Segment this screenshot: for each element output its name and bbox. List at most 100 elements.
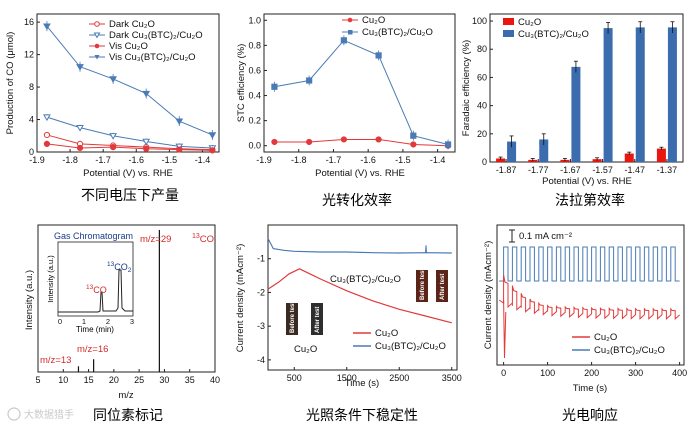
p3-legend-swatch-1 [503, 30, 514, 37]
p4-inset-trace [58, 269, 133, 313]
p4-xtick-label: 30 [159, 375, 169, 385]
p6-series-line-cu2o [498, 274, 680, 321]
caption-4: 同位素标记 [93, 408, 163, 424]
panel-isotope-labeling: 5 10 15 20 25 30 35 40 Intensity (a.u.) m/z m/z… [24, 224, 220, 424]
p3-legend-1: Cu₃(BTC)₂/Cu₂O [518, 29, 589, 40]
p6-x-ticks: 0 100 200 300 400 [501, 362, 687, 378]
p3-ytick-label: 100 [472, 16, 487, 26]
p5-photo-after: After test [311, 303, 323, 335]
p6-plot-frame [496, 224, 685, 366]
p1-point [209, 147, 216, 154]
p3-bar-cu2o [624, 153, 634, 162]
p2-point [375, 52, 382, 59]
p3-xtick-label: -1.47 [624, 165, 645, 175]
p4-inset-tick-1: 1 [82, 317, 86, 326]
p1-point [43, 114, 51, 122]
p3-legend-swatch-0 [503, 18, 514, 25]
panel-stc-efficiency: 0.00.20.40.60.81.0 -1.9 -1.8 -1.7 -1.6 -1.5-… [236, 13, 456, 209]
p1-series-line-0 [46, 134, 213, 151]
p5-plot-frame [267, 224, 458, 371]
p4-xtick-label: 40 [210, 375, 220, 385]
watermark-logo-icon [7, 407, 21, 421]
p4-ann-mz13: m/z=13 [40, 355, 71, 366]
p3-bar-composite [507, 141, 517, 162]
p4-inset-tick-0: 0 [58, 317, 62, 326]
p5-xtick-label: 500 [287, 373, 302, 383]
p3-bar-cu2o [656, 148, 666, 162]
p3-xtick-label: -1.37 [657, 165, 678, 175]
p3-ytick-label: 80 [477, 44, 487, 54]
p3-xtick-label: -1.57 [592, 165, 613, 175]
p1-legend-marker-0 [94, 21, 100, 27]
p1-y-ticks: 0 4 8 12 16 [24, 17, 40, 157]
p2-series-line-0 [274, 138, 449, 147]
p2-xtick-label: -1.7 [326, 155, 342, 165]
p1-point [142, 90, 151, 98]
p1-legend-1: Dark Cu₃(BTC)₂/Cu₂O [109, 30, 203, 41]
caption-3: 法拉第效率 [555, 192, 625, 209]
p2-point [340, 37, 347, 44]
p5-ytick-label: -1 [257, 254, 265, 264]
p3-legend-0: Cu₂O [518, 17, 541, 28]
p1-legend-marker-2 [94, 43, 100, 49]
p1-legend: Dark Cu₂O Dark Cu₃(BTC)₂/Cu₂O Vis Cu₂O V… [89, 19, 203, 63]
p3-ytick-label: 40 [477, 101, 487, 111]
p6-initial-spike [503, 299, 507, 359]
p4-inset-label-13co: 13CO [86, 284, 107, 295]
p2-xtick-label: -1.9 [256, 155, 272, 165]
p6-series-line-composite [499, 246, 680, 282]
p6-xlabel: Time (s) [573, 383, 607, 394]
p2-ylabel: STC efficiency (%) [236, 44, 247, 122]
p4-inset-title: Gas Chromatogram [54, 231, 133, 241]
p5-xtick-label: 2500 [389, 373, 409, 383]
p4-xtick-label: 20 [109, 375, 119, 385]
p1-point [142, 138, 151, 146]
p1-ytick-label: 8 [29, 82, 34, 92]
p1-point [208, 132, 217, 139]
caption-2: 光转化效率 [322, 192, 392, 209]
p2-point [271, 138, 278, 146]
p4-ylabel: Intensity (a.u.) [24, 270, 35, 330]
p1-point [76, 64, 84, 71]
caption-1: 不同电压下产量 [81, 188, 179, 204]
p3-xlabel: Potential (V) vs. RHE [542, 176, 632, 187]
p4-inset-ylabel: Intensity (a.u.) [46, 255, 55, 303]
panel-photoresponse: 0 100 200 300 400 0.1 mA cm⁻² Current densit… [483, 224, 687, 424]
p3-bar-composite [635, 27, 645, 163]
p4-inset-frame [57, 241, 134, 317]
p1-point [76, 124, 84, 132]
p6-xtick-label: 200 [584, 368, 599, 378]
p1-point [175, 118, 184, 126]
p3-xtick-label: -1.87 [496, 165, 517, 175]
p6-series [498, 246, 680, 359]
p3-bar-composite [539, 139, 549, 162]
p3-xtick-label: -1.77 [528, 165, 549, 175]
p1-ytick-label: 16 [24, 17, 34, 27]
p5-spike [425, 245, 428, 254]
p4-xtick-label: 15 [84, 375, 94, 385]
p3-bar-cu2o [592, 159, 602, 162]
p6-xtick-label: 0 [501, 368, 506, 378]
p1-xtick-label: -1.8 [62, 155, 78, 165]
p5-legend: Cu₂O Cu₃(BTC)₂/Cu₂O [353, 328, 446, 352]
p3-xtick-label: -1.67 [560, 165, 581, 175]
caption-6: 光电响应 [562, 407, 618, 424]
p3-y-ticks: 0 20 40 60 80 100 [472, 16, 493, 167]
p4-x-ticks: 5 10 15 20 25 30 35 40 [35, 369, 220, 385]
p2-legend-marker-0 [347, 17, 353, 23]
p3-ytick-label: 0 [482, 157, 487, 167]
p5-ytick-label: -2 [257, 287, 265, 297]
p2-series-line-1 [274, 39, 449, 145]
p1-legend-marker-3 [94, 55, 100, 60]
p1-legend-2: Vis Cu₂O [109, 41, 148, 52]
p3-ylabel: Faradaic efficiency (%) [461, 40, 472, 136]
p2-xlabel: Potential (V) vs. RHE [315, 168, 405, 179]
p1-point [176, 146, 183, 153]
p2-plot-frame [263, 13, 456, 153]
p5-xtick-label: 1500 [337, 373, 357, 383]
p5-series-line-1 [267, 238, 452, 254]
p1-point [76, 144, 84, 152]
p5-series-line-0 [267, 268, 452, 324]
p5-ticks: -1 -2 -3 -4 500 1500 2500 3500 [257, 254, 462, 383]
p1-series [43, 21, 217, 154]
